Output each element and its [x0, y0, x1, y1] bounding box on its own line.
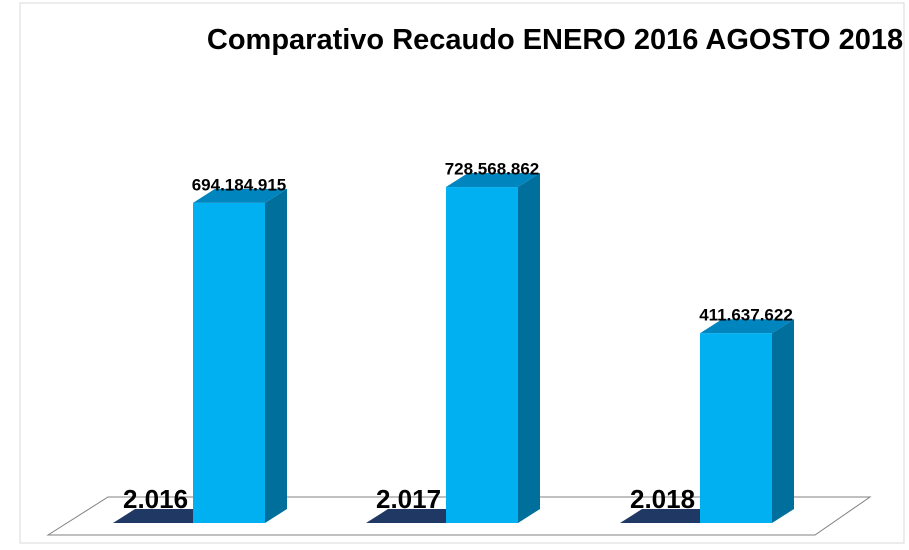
floor-shadow: [366, 509, 448, 523]
bar: [193, 202, 265, 523]
data-label: 728.568.862: [445, 160, 540, 179]
bar-side: [265, 188, 287, 523]
bar: [446, 187, 518, 523]
bar: [700, 333, 772, 523]
bar-top: [700, 319, 794, 334]
x-tick-label: 2.016: [123, 484, 188, 514]
bar-top: [193, 188, 287, 203]
bar-side: [772, 319, 794, 523]
chart-border: [19, 2, 905, 544]
x-tick-label: 2.017: [376, 484, 441, 514]
bar-top: [446, 173, 540, 188]
floor-shadow: [113, 509, 195, 523]
data-label: 411.637.622: [699, 306, 793, 325]
data-label: 694.184.915: [192, 175, 287, 194]
chart-title: Comparativo Recaudo ENERO 2016 AGOSTO 20…: [206, 24, 904, 56]
bar-side: [518, 173, 540, 523]
x-tick-label: 2.018: [630, 484, 695, 514]
floor-shadow: [620, 509, 702, 523]
